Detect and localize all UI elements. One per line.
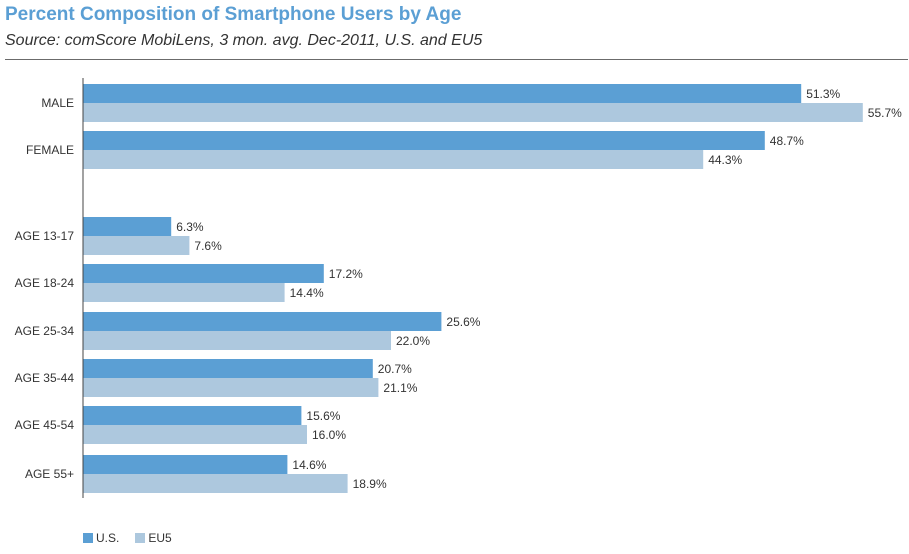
legend: U.S. EU5 xyxy=(83,530,172,546)
bar-us-age-18-24 xyxy=(83,264,324,283)
bar-us-age-35-44 xyxy=(83,359,373,378)
chart-subtitle: Source: comScore MobiLens, 3 mon. avg. D… xyxy=(5,32,483,49)
legend-item-eu5: EU5 xyxy=(135,531,172,545)
bar-us-age-25-34 xyxy=(83,312,442,331)
category-label-age-55: AGE 55+ xyxy=(25,467,74,481)
bar-eu5-age-55 xyxy=(83,474,348,493)
data-label-us-female: 48.7% xyxy=(770,134,804,148)
legend-label-us: U.S. xyxy=(96,531,120,545)
bar-eu5-age-35-44 xyxy=(83,378,379,397)
data-label-us-age-35-44: 20.7% xyxy=(378,362,412,376)
category-label-age-45-54: AGE 45-54 xyxy=(15,418,75,432)
data-label-eu5-age-55: 18.9% xyxy=(353,477,387,491)
bar-eu5-age-18-24 xyxy=(83,283,285,302)
data-label-eu5-age-18-24: 14.4% xyxy=(290,286,324,300)
bar-eu5-age-13-17 xyxy=(83,236,190,255)
bar-us-age-55 xyxy=(83,455,288,474)
category-label-age-13-17: AGE 13-17 xyxy=(15,229,75,243)
bar-us-age-13-17 xyxy=(83,217,172,236)
bar-us-female xyxy=(83,131,765,150)
title-divider xyxy=(5,59,908,60)
bar-eu5-age-25-34 xyxy=(83,331,391,350)
data-label-us-age-25-34: 25.6% xyxy=(446,315,480,329)
data-label-eu5-female: 44.3% xyxy=(708,153,742,167)
data-label-eu5-male: 55.7% xyxy=(868,106,902,120)
legend-item-us: U.S. xyxy=(83,531,119,545)
data-label-eu5-age-45-54: 16.0% xyxy=(312,428,346,442)
category-label-age-18-24: AGE 18-24 xyxy=(15,276,75,290)
data-label-eu5-age-13-17: 7.6% xyxy=(194,239,222,253)
legend-label-eu5: EU5 xyxy=(148,531,172,545)
bar-us-male xyxy=(83,84,802,103)
data-label-eu5-age-25-34: 22.0% xyxy=(396,334,430,348)
data-label-us-age-18-24: 17.2% xyxy=(329,267,363,281)
data-label-us-age-13-17: 6.3% xyxy=(176,220,204,234)
legend-swatch-us xyxy=(83,533,93,543)
category-label-female: FEMALE xyxy=(26,143,74,157)
bar-us-age-45-54 xyxy=(83,406,302,425)
legend-swatch-eu5 xyxy=(135,533,146,543)
chart-title: Percent Composition of Smartphone Users … xyxy=(5,4,462,25)
category-label-age-35-44: AGE 35-44 xyxy=(15,371,75,385)
category-label-male: MALE xyxy=(41,96,74,110)
data-label-us-male: 51.3% xyxy=(806,87,840,101)
bar-eu5-age-45-54 xyxy=(83,425,307,444)
data-label-us-age-55: 14.6% xyxy=(292,458,326,472)
bar-eu5-male xyxy=(83,103,863,122)
category-label-age-25-34: AGE 25-34 xyxy=(15,324,75,338)
data-label-eu5-age-35-44: 21.1% xyxy=(383,381,417,395)
data-label-us-age-45-54: 15.6% xyxy=(306,409,340,423)
bar-eu5-female xyxy=(83,150,704,169)
